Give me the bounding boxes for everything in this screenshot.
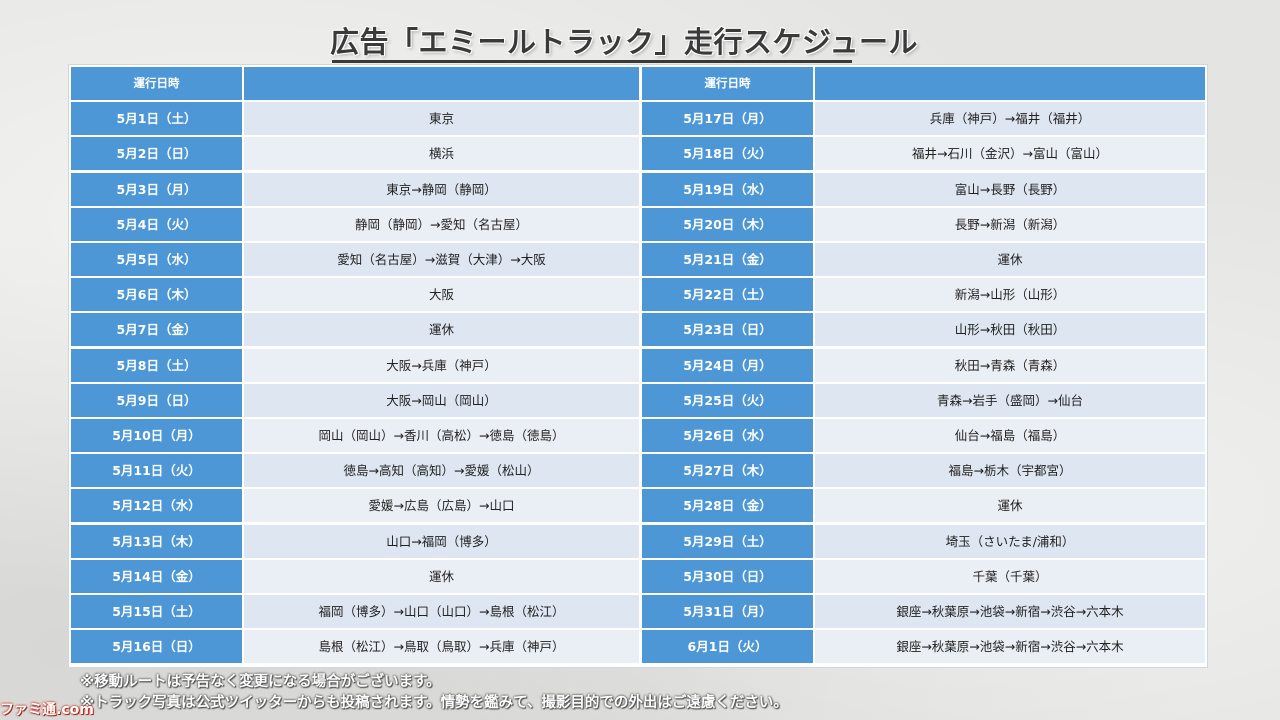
left-date-cell: 5月2日（日） — [71, 137, 242, 171]
left-route-cell: 東京→静岡（静岡） — [244, 172, 639, 206]
table-row: 5月2日（日） 横浜 5月18日（火） 福井→石川（金沢）→富山（富山） — [71, 137, 1205, 172]
right-date-cell: 5月27日（木） — [642, 454, 813, 488]
left-route-cell: 横浜 — [244, 137, 639, 171]
left-route-cell: 静岡（静岡）→愛知（名古屋） — [244, 207, 639, 241]
left-route-cell: 福岡（博多）→山口（山口）→島根（松江） — [244, 595, 639, 628]
left-route-cell: 山口→福岡（博多） — [244, 524, 639, 558]
left-date-cell: 5月15日（土） — [71, 595, 242, 628]
left-route-cell: 大阪→兵庫（神戸） — [244, 348, 639, 382]
left-date-cell: 5月6日（木） — [71, 278, 242, 312]
left-date-cell: 5月12日（水） — [71, 489, 242, 523]
right-date-cell: 5月29日（土） — [642, 524, 813, 558]
left-route-cell: 愛媛→広島（広島）→山口 — [244, 489, 639, 523]
right-route-cell: 福島→栃木（宇都宮） — [815, 454, 1205, 488]
right-route-cell: 千葉（千葉） — [815, 559, 1205, 593]
right-route-header — [815, 67, 1205, 100]
table-row: 5月8日（土） 大阪→兵庫（神戸） 5月24日（月） 秋田→青森（青森） — [71, 348, 1205, 384]
table-row: 5月14日（金） 運休 5月30日（日） 千葉（千葉） — [71, 559, 1205, 595]
right-route-cell: 銀座→秋葉原→池袋→新宿→渋谷→六本木 — [815, 595, 1205, 628]
page-title: 広告「エミールトラック」走行スケジュール — [330, 25, 918, 59]
left-route-cell: 東京 — [244, 102, 639, 136]
left-date-cell: 5月14日（金） — [71, 559, 242, 593]
left-route-header — [244, 67, 639, 100]
right-route-cell: 秋田→青森（青森） — [815, 348, 1205, 382]
right-date-cell: 5月24日（月） — [642, 348, 813, 382]
right-date-cell: 5月28日（金） — [642, 489, 813, 523]
schedule-table: 運行日時 運行日時 5月1日（土） 東京 5月17日（月） 兵庫（神戸）→福井（福井）… — [68, 64, 1208, 668]
left-date-cell: 5月10日（月） — [71, 419, 242, 452]
right-route-cell: 新潟→山形（山形） — [815, 278, 1205, 312]
table-row: 5月9日（日） 大阪→岡山（岡山） 5月25日（火） 青森→岩手（盛岡）→仙台 — [71, 383, 1205, 419]
right-route-cell: 埼玉（さいたま/浦和） — [815, 524, 1205, 558]
left-date-cell: 5月11日（火） — [71, 454, 242, 488]
left-date-cell: 5月1日（土） — [71, 102, 242, 136]
right-route-cell: 青森→岩手（盛岡）→仙台 — [815, 383, 1205, 417]
table-row: 5月10日（月） 岡山（岡山）→香川（高松）→徳島（徳島） 5月26日（水） 仙台→福… — [71, 419, 1205, 454]
left-date-header: 運行日時 — [71, 67, 242, 100]
table-header-row: 運行日時 運行日時 — [71, 67, 1205, 102]
schedule-table-body: 運行日時 運行日時 5月1日（土） 東京 5月17日（月） 兵庫（神戸）→福井（福井）… — [71, 67, 1205, 665]
left-date-cell: 5月9日（日） — [71, 383, 242, 417]
left-route-cell: 大阪→岡山（岡山） — [244, 383, 639, 417]
table-row: 5月16日（日） 島根（松江）→鳥取（鳥取）→兵庫（神戸） 6月1日（火） 銀座→秋葉… — [71, 630, 1205, 665]
footnote-photo-posting: ※トラック写真は公式ツイッターからも投稿されます。情勢を鑑みて、撮影目的での外出… — [80, 695, 788, 711]
table-row: 5月7日（金） 運休 5月23日（日） 山形→秋田（秋田） — [71, 313, 1205, 348]
table-row: 5月3日（月） 東京→静岡（静岡） 5月19日（水） 富山→長野（長野） — [71, 172, 1205, 208]
right-date-cell: 5月22日（土） — [642, 278, 813, 312]
left-route-cell: 大阪 — [244, 278, 639, 312]
right-route-cell: 山形→秋田（秋田） — [815, 313, 1205, 347]
right-date-cell: 5月17日（月） — [642, 102, 813, 136]
left-date-cell: 5月13日（木） — [71, 524, 242, 558]
right-route-cell: 長野→新潟（新潟） — [815, 207, 1205, 241]
table-row: 5月12日（水） 愛媛→広島（広島）→山口 5月28日（金） 運休 — [71, 489, 1205, 524]
right-date-cell: 5月31日（月） — [642, 595, 813, 628]
left-date-cell: 5月16日（日） — [71, 630, 242, 664]
left-route-cell: 島根（松江）→鳥取（鳥取）→兵庫（神戸） — [244, 630, 639, 664]
left-route-cell: 岡山（岡山）→香川（高松）→徳島（徳島） — [244, 419, 639, 452]
left-date-cell: 5月4日（火） — [71, 207, 242, 241]
left-route-cell: 愛知（名古屋）→滋賀（大津）→大阪 — [244, 243, 639, 276]
left-route-cell: 運休 — [244, 559, 639, 593]
right-route-cell: 銀座→秋葉原→池袋→新宿→渋谷→六本木 — [815, 630, 1205, 664]
table-row: 5月1日（土） 東京 5月17日（月） 兵庫（神戸）→福井（福井） — [71, 102, 1205, 137]
right-date-cell: 5月19日（水） — [642, 172, 813, 206]
right-date-cell: 5月20日（木） — [642, 207, 813, 241]
left-route-cell: 徳島→高知（高知）→愛媛（松山） — [244, 454, 639, 488]
right-date-cell: 5月25日（火） — [642, 383, 813, 417]
right-route-cell: 富山→長野（長野） — [815, 172, 1205, 206]
footnotes: ※移動ルートは予告なく変更になる場合がございます。 ※トラック写真は公式ツイッタ… — [80, 672, 788, 714]
table-row: 5月4日（火） 静岡（静岡）→愛知（名古屋） 5月20日（木） 長野→新潟（新潟） — [71, 207, 1205, 243]
right-route-cell: 兵庫（神戸）→福井（福井） — [815, 102, 1205, 136]
table-row: 5月13日（木） 山口→福岡（博多） 5月29日（土） 埼玉（さいたま/浦和） — [71, 524, 1205, 560]
site-watermark: ファミ通.com — [0, 702, 94, 718]
right-date-header: 運行日時 — [642, 67, 813, 100]
footnote-route-change: ※移動ルートは予告なく変更になる場合がございます。 — [80, 674, 441, 690]
right-route-cell: 運休 — [815, 243, 1205, 276]
table-row: 5月6日（木） 大阪 5月22日（土） 新潟→山形（山形） — [71, 278, 1205, 313]
left-date-cell: 5月7日（金） — [71, 313, 242, 347]
left-date-cell: 5月8日（土） — [71, 348, 242, 382]
right-date-cell: 5月26日（水） — [642, 419, 813, 452]
left-date-cell: 5月3日（月） — [71, 172, 242, 206]
table-row: 5月15日（土） 福岡（博多）→山口（山口）→島根（松江） 5月31日（月） 銀座→秋… — [71, 595, 1205, 630]
table-row: 5月5日（水） 愛知（名古屋）→滋賀（大津）→大阪 5月21日（金） 運休 — [71, 243, 1205, 278]
right-date-cell: 5月30日（日） — [642, 559, 813, 593]
right-date-cell: 5月21日（金） — [642, 243, 813, 276]
left-date-cell: 5月5日（水） — [71, 243, 242, 276]
table-row: 5月11日（火） 徳島→高知（高知）→愛媛（松山） 5月27日（木） 福島→栃木（宇都… — [71, 454, 1205, 489]
left-route-cell: 運休 — [244, 313, 639, 347]
right-route-cell: 福井→石川（金沢）→富山（富山） — [815, 137, 1205, 171]
right-route-cell: 運休 — [815, 489, 1205, 523]
right-date-cell: 5月18日（火） — [642, 137, 813, 171]
right-date-cell: 6月1日（火） — [642, 630, 813, 664]
right-route-cell: 仙台→福島（福島） — [815, 419, 1205, 452]
title-underline — [332, 60, 852, 63]
right-date-cell: 5月23日（日） — [642, 313, 813, 347]
